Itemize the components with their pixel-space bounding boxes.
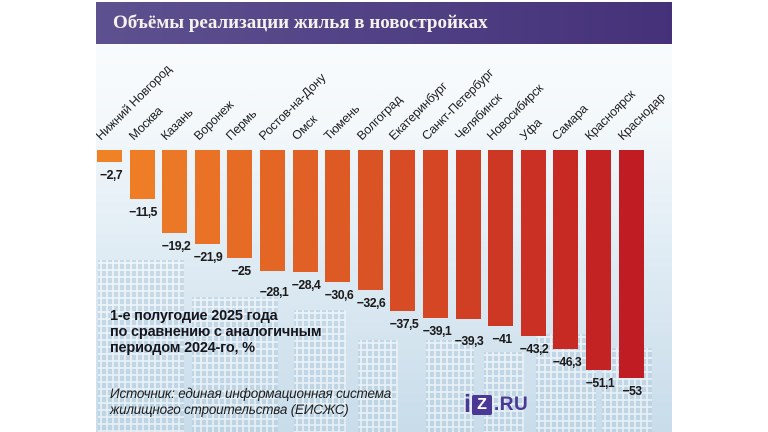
- bar: [97, 150, 122, 162]
- bar: [129, 150, 155, 200]
- bar-value-label: −2,7: [99, 166, 122, 182]
- bar-value-label: −37,5: [389, 316, 419, 332]
- building-silhouette: [484, 352, 524, 432]
- bar: [390, 150, 416, 312]
- city-label: Уфа: [516, 115, 545, 143]
- bar-value-label: −28,1: [259, 283, 288, 299]
- bar-value-label: −51,1: [585, 374, 614, 390]
- bar: [357, 150, 383, 291]
- bar: [260, 150, 285, 271]
- izru-logo-tld: .RU: [493, 394, 529, 415]
- izru-logo: i z .RU: [464, 390, 529, 418]
- bar: [325, 150, 351, 282]
- bar: [292, 150, 318, 273]
- building-silhouette: [294, 310, 346, 432]
- bar: [194, 150, 220, 245]
- building-silhouette: [192, 297, 278, 432]
- bar: [553, 150, 579, 350]
- bar-value-label: −41: [492, 331, 512, 347]
- infographic-card: Объёмы реализации жилья в новостройках −…: [96, 2, 672, 432]
- bar: [455, 150, 481, 319]
- city-label: Казань: [158, 105, 196, 143]
- building-silhouette: [358, 340, 398, 432]
- bar-value-label: −28,4: [291, 277, 321, 293]
- bar-value-label: −39,3: [454, 332, 484, 348]
- bar-value-label: −19,2: [161, 237, 190, 253]
- city-label: Самара: [549, 101, 591, 143]
- bar-value-label: −30,6: [324, 286, 353, 302]
- bar: [162, 150, 188, 233]
- bar: [488, 150, 514, 327]
- building-silhouette: [426, 340, 474, 432]
- header-bar: Объёмы реализации жилья в новостройках: [96, 2, 672, 44]
- bar: [423, 150, 448, 319]
- bar: [618, 150, 644, 378]
- chart-title: Объёмы реализации жилья в новостройках: [113, 12, 488, 33]
- bar: [227, 150, 253, 258]
- building-silhouette: [98, 260, 184, 432]
- bar-value-label: −43,2: [520, 340, 549, 356]
- bar-value-label: −25: [231, 262, 251, 278]
- izru-logo-letter-i: i: [464, 390, 471, 418]
- source-caption: Источник: единая информационная система …: [110, 386, 392, 417]
- chart-subtitle-note: 1-е полугодие 2025 года по сравнению с а…: [110, 308, 322, 356]
- bar-value-label: −11,5: [129, 204, 157, 220]
- bar: [520, 150, 546, 336]
- izru-logo-z-box: z: [471, 395, 492, 415]
- bar-value-label: −46,3: [552, 354, 582, 370]
- bar-value-label: −32,6: [357, 295, 386, 311]
- bar-value-label: −21,9: [194, 249, 223, 265]
- bar: [586, 150, 611, 370]
- bar-value-label: −39,1: [422, 323, 451, 339]
- bar-value-label: −53: [622, 382, 642, 398]
- city-label: Омск: [288, 112, 320, 143]
- city-label: Тюмень: [321, 101, 363, 143]
